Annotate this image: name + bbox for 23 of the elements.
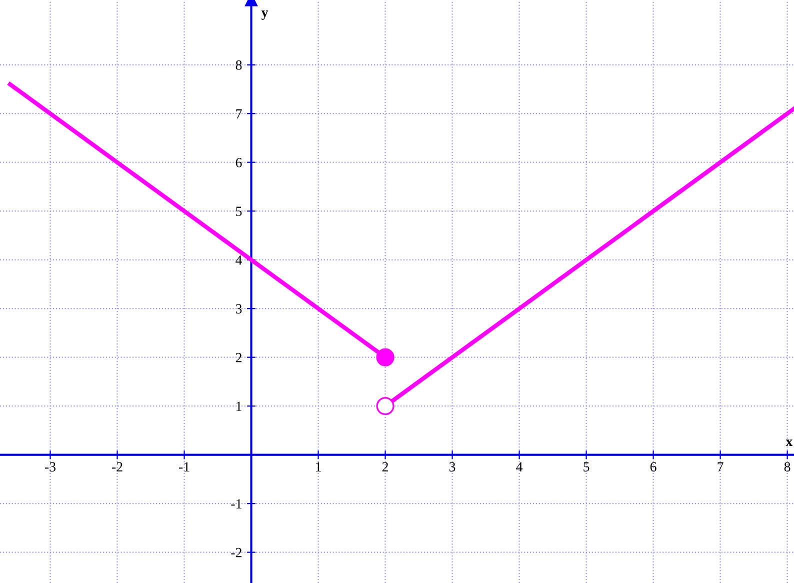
y-tick-label: 3 (236, 304, 242, 314)
x-tick-label: -2 (112, 462, 122, 472)
y-tick-label: 1 (236, 402, 242, 411)
y-tick-label: -2 (231, 548, 242, 558)
x-tick-label: 5 (584, 462, 590, 472)
y-tick-label: 6 (236, 158, 242, 168)
x-axis-title: x (786, 440, 793, 446)
x-tick-label: 8 (784, 462, 790, 472)
y-tick-label: -1 (231, 499, 242, 508)
x-tick-label: 6 (650, 462, 656, 472)
x-tick-label: 2 (382, 462, 388, 472)
x-tick-label: -3 (44, 462, 56, 472)
y-tick-label: 2 (236, 352, 242, 362)
x-tick-label: 7 (718, 462, 724, 472)
x-tick-label: -1 (178, 462, 190, 472)
y-tick-label: 4 (236, 255, 242, 265)
x-tick-label: 1 (316, 462, 321, 472)
y-tick-label: 7 (236, 109, 242, 118)
y-tick-label: 5 (236, 206, 242, 216)
y-tick-label: 8 (236, 60, 242, 70)
x-tick-label: 3 (449, 462, 456, 472)
y-axis-title: y (261, 10, 268, 20)
x-tick-label: 4 (516, 462, 523, 472)
